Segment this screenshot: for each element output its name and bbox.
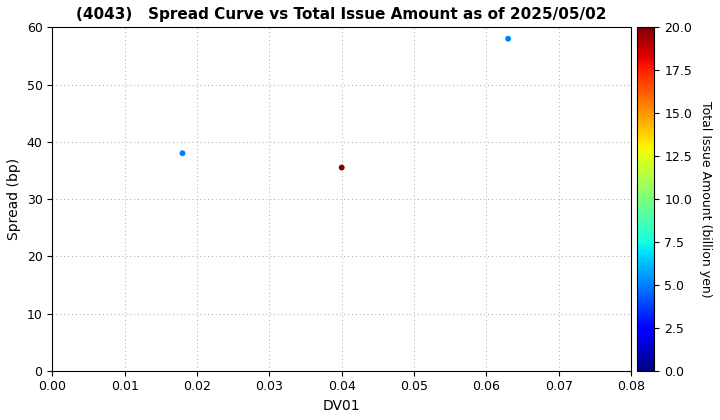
Point	[336, 164, 348, 171]
X-axis label: DV01: DV01	[323, 399, 361, 413]
Point	[176, 150, 188, 157]
Y-axis label: Total Issue Amount (billion yen): Total Issue Amount (billion yen)	[698, 101, 711, 297]
Point	[503, 35, 514, 42]
Y-axis label: Spread (bp): Spread (bp)	[7, 158, 21, 240]
Title: (4043)   Spread Curve vs Total Issue Amount as of 2025/05/02: (4043) Spread Curve vs Total Issue Amoun…	[76, 7, 607, 22]
